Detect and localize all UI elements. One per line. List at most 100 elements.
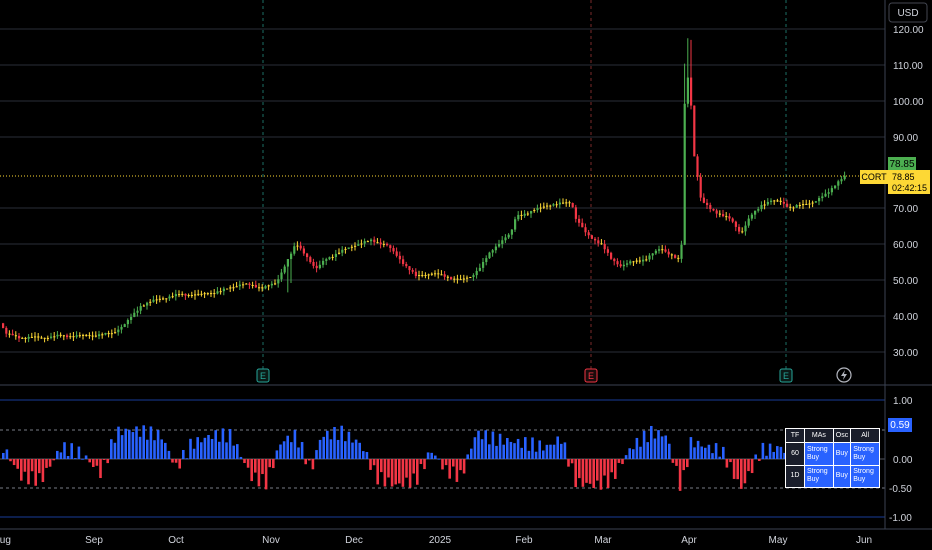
candle-body: [286, 259, 289, 267]
row-tf: 1D: [785, 464, 805, 488]
candle-body: [645, 259, 648, 261]
row-osc: Buy: [832, 464, 852, 488]
candle-body: [312, 261, 315, 266]
symbol-price-tag: CORT 78.85 02:42:15: [860, 170, 930, 194]
osc-bar: [779, 446, 783, 459]
osc-bar: [758, 459, 761, 461]
candle-body: [475, 270, 478, 276]
candle-body: [8, 333, 11, 335]
candle-body: [523, 213, 526, 216]
osc-tick-label: 1.00: [893, 396, 913, 407]
candle-body: [658, 249, 661, 251]
candle-body: [210, 293, 213, 295]
osc-bar: [696, 440, 700, 459]
osc-bar: [279, 444, 282, 459]
candle-body: [757, 209, 760, 211]
candle-body: [488, 252, 491, 259]
candle-body: [648, 255, 651, 260]
osc-bar: [581, 459, 585, 487]
candle-body: [501, 240, 504, 245]
earnings-marker-mar[interactable]: E: [584, 368, 598, 383]
osc-bar: [776, 446, 779, 459]
candle-body: [795, 205, 798, 208]
osc-bar: [768, 443, 772, 459]
candle-body: [741, 231, 744, 233]
price-tick-label: 120.00: [893, 25, 924, 36]
candle-body: [229, 287, 232, 289]
osc-bar: [164, 442, 167, 459]
candle-body: [430, 273, 433, 275]
osc-bar: [459, 459, 462, 471]
header-all: All: [850, 428, 880, 443]
osc-bar: [117, 426, 120, 459]
osc-bar: [380, 459, 383, 473]
osc-bar: [131, 432, 135, 459]
candle-body: [232, 287, 235, 289]
earnings-marker-may[interactable]: E: [779, 368, 793, 383]
candle-body: [728, 216, 731, 219]
candle-body: [494, 246, 497, 251]
osc-bar: [171, 459, 174, 463]
candle-body: [680, 244, 683, 259]
candle-body: [600, 243, 603, 245]
osc-bar: [81, 458, 84, 460]
last-price-value: 78.85: [889, 159, 914, 170]
time-axis[interactable]: Aug Sep Oct Nov Dec 2025 Feb Mar Apr May Jun: [0, 535, 872, 546]
rating-row-1d: 1D Strong Buy Buy Strong Buy: [785, 464, 880, 488]
candle-body: [763, 204, 766, 206]
osc-bar: [347, 431, 351, 459]
candle-body: [315, 265, 318, 269]
osc-bar: [52, 459, 55, 461]
osc-bar: [113, 442, 117, 459]
row-tf: 60: [785, 442, 805, 466]
symbol-price-value: 78.85: [892, 172, 915, 182]
candle-body: [197, 293, 200, 295]
candle-body: [619, 264, 622, 267]
osc-bar: [272, 459, 275, 469]
session-separators: [262, 0, 787, 384]
candle-body: [37, 336, 40, 338]
candle-body: [814, 201, 817, 203]
candle-body: [382, 243, 385, 245]
candle-body: [715, 210, 718, 214]
osc-bar: [308, 459, 311, 461]
last-price-axis-tag: 78.85: [888, 157, 916, 170]
candle-body: [206, 293, 209, 295]
earnings-marker-nov[interactable]: E: [256, 368, 270, 383]
osc-bar: [488, 444, 491, 459]
candle-body: [693, 105, 696, 157]
osc-bar: [675, 459, 678, 466]
candle-body: [744, 225, 747, 232]
osc-bar: [268, 459, 271, 468]
candle-body: [187, 295, 190, 297]
candle-body: [520, 214, 523, 216]
osc-bar: [326, 430, 329, 459]
lightning-icon[interactable]: [836, 367, 852, 383]
candle-body: [427, 274, 430, 276]
osc-bar: [401, 459, 405, 487]
currency-button[interactable]: USD: [888, 2, 928, 23]
candle-body: [632, 261, 635, 263]
osc-bar: [542, 450, 545, 459]
candle-body: [664, 249, 667, 252]
candle-body: [50, 336, 53, 338]
candle-body: [405, 263, 408, 267]
time-tick-label: Feb: [515, 535, 533, 546]
candle-body: [59, 334, 62, 336]
osc-bar: [473, 437, 477, 459]
osc-bar: [358, 442, 361, 459]
osc-bar: [592, 459, 595, 488]
candle-body: [5, 327, 8, 334]
candle-body: [683, 103, 686, 245]
candle-body: [46, 337, 49, 339]
osc-bar: [282, 441, 286, 459]
candle-body: [14, 335, 17, 337]
candle-body: [667, 251, 670, 255]
osc-bar: [419, 459, 423, 465]
candle-body: [242, 284, 245, 286]
osc-bar: [470, 448, 473, 459]
candle-body: [360, 243, 363, 245]
osc-bar: [506, 437, 509, 459]
osc-bar: [318, 439, 322, 459]
